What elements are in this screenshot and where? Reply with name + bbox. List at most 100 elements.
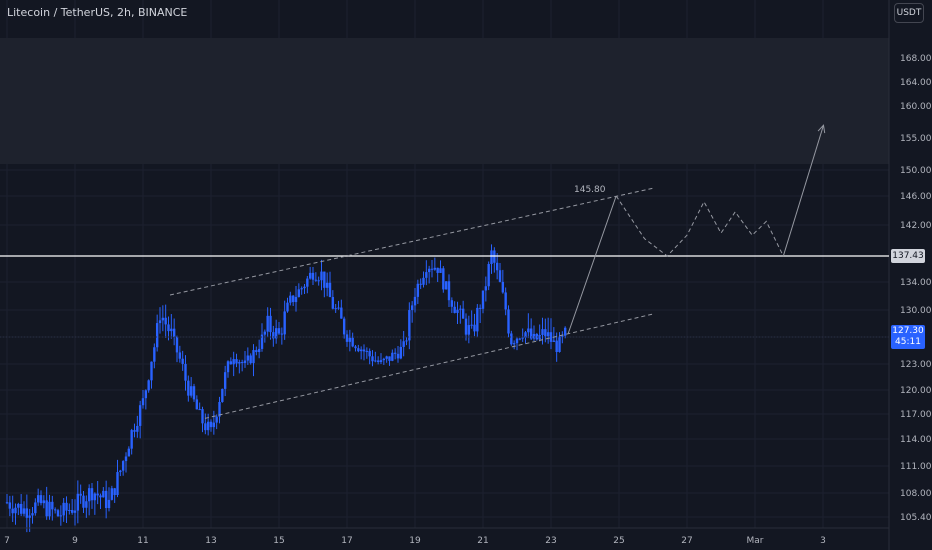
price-tick-label: 168.00 — [900, 54, 932, 64]
candle — [337, 300, 340, 310]
candle — [544, 318, 547, 343]
candle — [34, 498, 37, 516]
price-tick-label: 160.00 — [900, 102, 932, 112]
candle — [62, 498, 65, 522]
candle — [246, 347, 250, 365]
price-scale[interactable]: 105.40 108.00 111.00 114.00 117.00 120.00 123.… — [900, 54, 932, 523]
projection-up-line[interactable] — [567, 195, 617, 335]
currency-button[interactable]: USDT — [894, 3, 924, 23]
candle — [36, 488, 40, 506]
candle — [320, 259, 323, 291]
candle — [393, 348, 397, 360]
candle — [240, 359, 244, 372]
candle — [249, 353, 252, 365]
resistance-zone — [0, 38, 889, 164]
candle — [430, 260, 434, 278]
candle — [552, 327, 556, 342]
candle — [215, 414, 218, 430]
candle — [433, 257, 437, 271]
candle — [119, 469, 122, 477]
candle — [365, 347, 369, 359]
candle — [464, 313, 468, 341]
candle — [212, 410, 216, 435]
candle — [374, 351, 377, 363]
candle — [521, 328, 524, 342]
candle — [311, 266, 315, 286]
candle — [141, 389, 145, 409]
candle — [136, 415, 139, 438]
candle — [331, 290, 335, 310]
price-tick-label: 130.00 — [900, 306, 932, 316]
current-price-tag: 127.30 45:11 — [891, 325, 925, 349]
candle — [189, 377, 193, 398]
channel-upper-line[interactable] — [169, 187, 654, 296]
candle — [195, 395, 199, 410]
projection-arrow-line[interactable] — [782, 125, 824, 257]
candle — [277, 322, 281, 335]
candle — [527, 313, 530, 339]
price-tick-label: 134.00 — [900, 278, 932, 288]
candle — [274, 319, 278, 344]
price-tick-label: 155.00 — [900, 134, 932, 144]
candle — [351, 332, 354, 348]
candle — [493, 247, 496, 273]
candle — [96, 481, 99, 505]
candle — [306, 275, 309, 294]
price-tick-label: 120.00 — [900, 386, 932, 396]
candle — [495, 253, 499, 280]
candle — [130, 428, 133, 455]
current-price-value: 127.30 — [892, 326, 924, 336]
candle — [184, 355, 187, 391]
candle — [87, 484, 91, 516]
candle — [546, 317, 550, 344]
time-tick-label: 17 — [341, 536, 352, 546]
projection-wave-path[interactable] — [615, 195, 784, 257]
candle — [42, 495, 46, 509]
candle — [56, 508, 60, 517]
candle — [340, 299, 343, 319]
candle — [535, 332, 539, 341]
candle — [229, 357, 233, 365]
candle — [300, 286, 303, 295]
candle — [104, 480, 108, 519]
candle — [257, 339, 261, 359]
candle — [297, 283, 301, 298]
candle — [22, 501, 26, 517]
time-tick-label: 21 — [477, 536, 488, 546]
candle — [382, 357, 386, 365]
candle — [450, 297, 454, 313]
candle — [127, 446, 131, 457]
candle — [243, 351, 247, 368]
candle — [529, 318, 533, 341]
candle — [133, 423, 136, 438]
candle — [155, 314, 159, 352]
time-scale[interactable]: 7 9 11 13 15 17 19 21 23 25 27 Mar 3 — [0, 527, 889, 546]
candle — [272, 325, 275, 347]
candle — [45, 486, 48, 520]
candle — [388, 356, 391, 366]
candle — [354, 344, 357, 352]
candle — [59, 505, 63, 526]
candle — [204, 413, 207, 435]
candle — [357, 344, 360, 353]
candle — [484, 276, 488, 302]
candle — [314, 272, 318, 282]
candle — [487, 261, 490, 291]
candle — [280, 327, 284, 345]
candle — [181, 350, 184, 371]
candle — [402, 330, 405, 357]
candle — [399, 339, 403, 360]
candle — [410, 301, 414, 323]
candle — [532, 325, 536, 342]
candle — [8, 495, 12, 517]
candle — [490, 244, 493, 274]
candle — [328, 271, 332, 298]
candle — [31, 506, 34, 524]
candle — [317, 276, 320, 286]
candle — [82, 490, 85, 514]
candle — [512, 340, 516, 350]
candle — [144, 389, 148, 410]
candle — [266, 307, 269, 337]
